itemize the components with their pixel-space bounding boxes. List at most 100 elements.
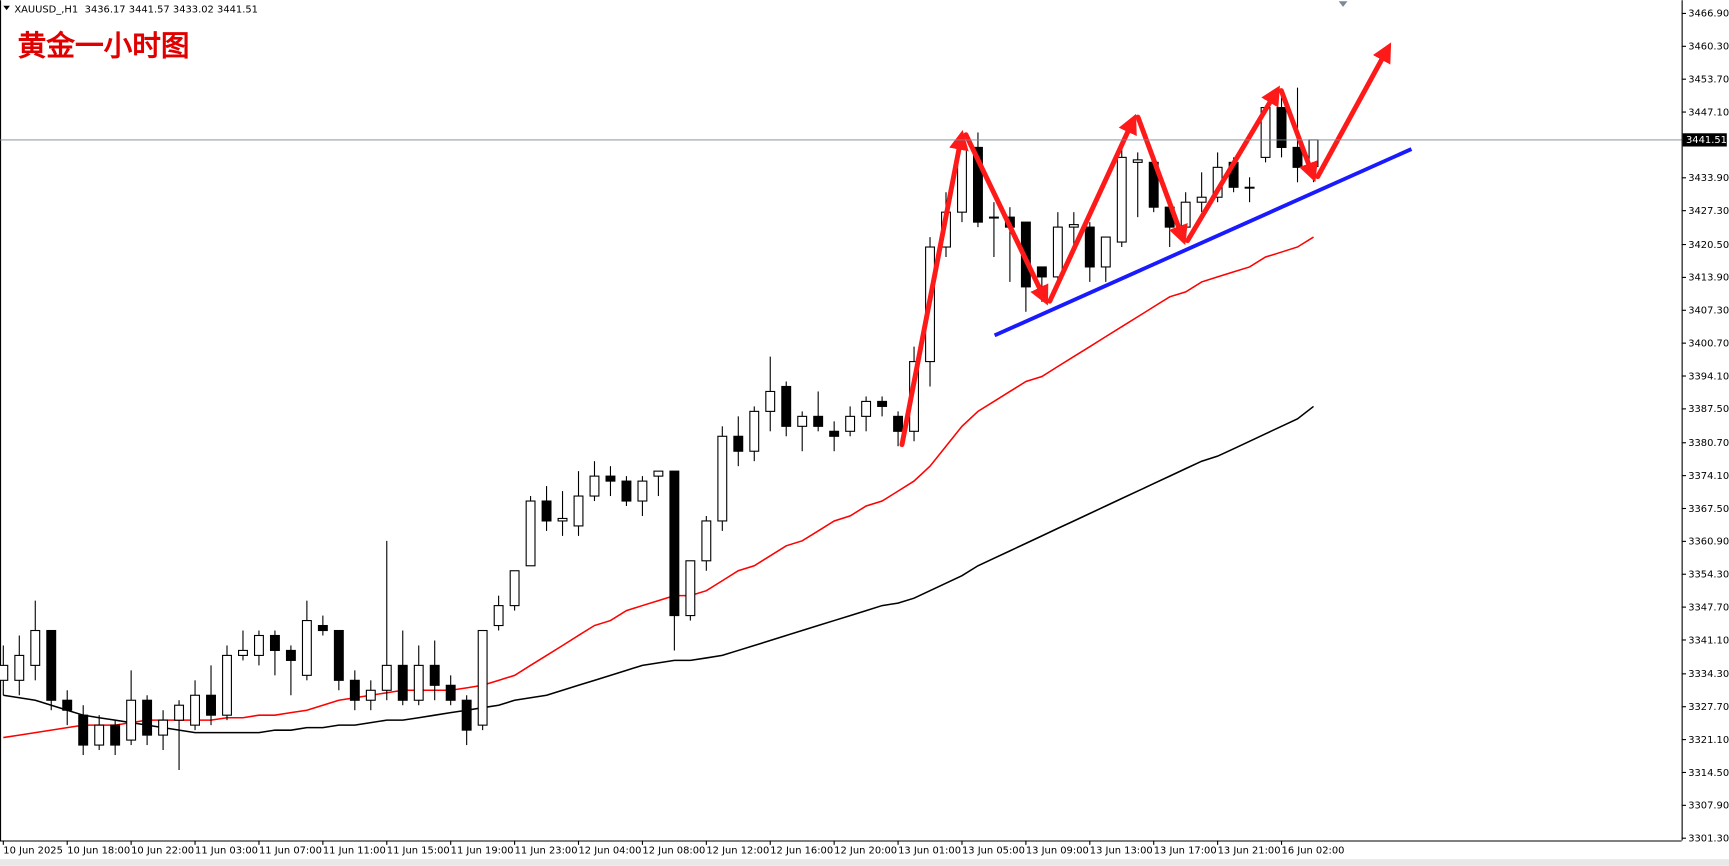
candle-body bbox=[493, 605, 504, 627]
candle-body bbox=[94, 724, 105, 746]
candle-body bbox=[413, 664, 424, 701]
current-price-label: 3441.51 bbox=[1686, 135, 1727, 146]
candle-body bbox=[1068, 224, 1079, 228]
x-tick-label: 10 Jun 2025 bbox=[3, 846, 63, 857]
x-tick-label: 13 Jun 13:00 bbox=[1090, 846, 1153, 857]
y-tick-label: 3334.30 bbox=[1688, 669, 1729, 680]
candle-body bbox=[685, 560, 696, 617]
arrow bbox=[1185, 85, 1280, 244]
y-tick-label: 3367.50 bbox=[1688, 504, 1729, 515]
header: XAUUSD_,H1 3436.17 3441.57 3433.02 3441.… bbox=[3, 4, 258, 62]
candle-body bbox=[317, 624, 328, 632]
candle-body bbox=[669, 470, 680, 617]
arrow bbox=[1278, 88, 1318, 183]
y-tick-label: 3387.50 bbox=[1688, 404, 1729, 415]
y-tick-label: 3427.30 bbox=[1688, 206, 1729, 217]
candle-body bbox=[0, 664, 9, 681]
y-tick-label: 3347.70 bbox=[1688, 602, 1729, 613]
candle-body bbox=[573, 495, 584, 527]
y-tick-label: 3413.90 bbox=[1688, 273, 1729, 284]
x-tick-label: 12 Jun 12:00 bbox=[706, 846, 769, 857]
y-tick-label: 3301.30 bbox=[1688, 834, 1729, 845]
x-tick-label: 10 Jun 22:00 bbox=[131, 846, 194, 857]
candle-body bbox=[988, 216, 999, 219]
candle-body bbox=[381, 664, 392, 691]
menu-icon bbox=[3, 5, 10, 11]
candle-body bbox=[1100, 236, 1111, 268]
candle-body bbox=[781, 385, 792, 427]
candle-body bbox=[893, 415, 904, 432]
y-tick-label: 3447.10 bbox=[1688, 107, 1729, 118]
x-tick-label: 13 Jun 09:00 bbox=[1026, 846, 1089, 857]
x-tick-label: 11 Jun 03:00 bbox=[195, 846, 258, 857]
x-tick-label: 11 Jun 23:00 bbox=[515, 846, 578, 857]
candle-body bbox=[717, 435, 728, 522]
x-tick-label: 16 Jun 02:00 bbox=[1282, 846, 1345, 857]
candle-body bbox=[46, 629, 57, 701]
candle-body bbox=[1292, 146, 1303, 168]
candle-body bbox=[429, 664, 440, 686]
x-tick-label: 12 Jun 04:00 bbox=[579, 846, 642, 857]
y-tick-label: 3374.10 bbox=[1688, 471, 1729, 482]
candle-body bbox=[269, 634, 280, 651]
ma-line bbox=[3, 236, 1314, 739]
candle-body bbox=[1196, 196, 1207, 203]
candle-body bbox=[701, 520, 712, 562]
candle-body bbox=[222, 654, 232, 716]
candle-body bbox=[605, 475, 616, 482]
candle-body bbox=[397, 664, 408, 701]
shift-marker bbox=[1338, 1, 1348, 7]
candle-body bbox=[1276, 107, 1287, 148]
y-tick-label: 3307.90 bbox=[1688, 801, 1729, 812]
candle-body bbox=[110, 724, 121, 746]
candle-body bbox=[765, 390, 776, 412]
trend-line bbox=[993, 147, 1413, 338]
candle-body bbox=[525, 500, 536, 567]
ma-line bbox=[3, 405, 1314, 734]
symbol: XAUUSD_,H1 bbox=[14, 4, 78, 15]
current-price-box bbox=[1682, 133, 1727, 147]
x-tick-label: 10 Jun 18:00 bbox=[67, 846, 130, 857]
y-tick-label: 3460.30 bbox=[1688, 42, 1729, 53]
candle-body bbox=[126, 699, 137, 741]
x-tick-label: 11 Jun 19:00 bbox=[451, 846, 514, 857]
arrow bbox=[899, 129, 969, 448]
y-tick-label: 3420.50 bbox=[1688, 240, 1729, 251]
y-tick-label: 3453.70 bbox=[1688, 74, 1729, 85]
candle-body bbox=[637, 480, 648, 502]
candle-body bbox=[845, 415, 856, 432]
candle-body bbox=[158, 719, 169, 736]
candle-body bbox=[541, 500, 552, 522]
chart-title: 黄金一小时图 bbox=[18, 29, 190, 62]
y-tick-label: 3354.30 bbox=[1688, 570, 1729, 581]
y-tick-label: 3314.50 bbox=[1688, 768, 1729, 779]
x-tick-label: 11 Jun 15:00 bbox=[387, 846, 450, 857]
y-tick-label: 3321.10 bbox=[1688, 735, 1729, 746]
candle-body bbox=[285, 649, 296, 661]
candle-body bbox=[461, 699, 472, 731]
arrow bbox=[1315, 42, 1392, 180]
candle-body bbox=[445, 684, 456, 701]
x-tick-label: 12 Jun 08:00 bbox=[642, 846, 705, 857]
x-tick-label: 13 Jun 17:00 bbox=[1154, 846, 1217, 857]
x-tick-label: 13 Jun 05:00 bbox=[962, 846, 1025, 857]
annotations bbox=[899, 42, 1413, 448]
arrow bbox=[1135, 114, 1188, 246]
candle-body bbox=[30, 629, 41, 666]
candle-body bbox=[238, 649, 248, 656]
candle-body bbox=[861, 400, 872, 417]
y-tick-label: 3380.70 bbox=[1688, 438, 1729, 449]
candle-body bbox=[1084, 226, 1095, 268]
x-tick-label: 11 Jun 11:00 bbox=[323, 846, 386, 857]
y-tick-label: 3394.10 bbox=[1688, 371, 1729, 382]
candle-body bbox=[1116, 156, 1127, 243]
y-tick-label: 3433.90 bbox=[1688, 173, 1729, 184]
candle-body bbox=[301, 620, 312, 676]
header-high: 3441.57 bbox=[129, 4, 170, 15]
x-tick-label: 13 Jun 21:00 bbox=[1218, 846, 1281, 857]
y-tick-label: 3341.10 bbox=[1688, 635, 1729, 646]
arrow bbox=[1047, 113, 1137, 304]
candle-body bbox=[1036, 266, 1047, 278]
